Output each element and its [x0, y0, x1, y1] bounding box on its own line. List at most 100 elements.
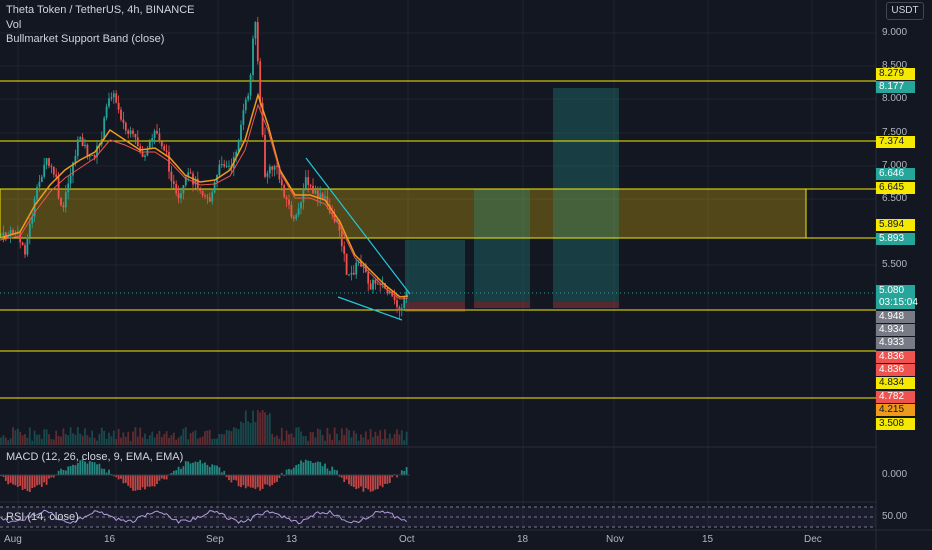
rsi-legend[interactable]: RSI (14, close): [6, 511, 79, 523]
candle-body: [283, 185, 286, 198]
volume-bar: [160, 437, 163, 445]
volume-bar: [333, 427, 336, 445]
macd-bar: [391, 475, 394, 478]
volume-bar: [292, 437, 295, 445]
support-band-legend[interactable]: Bullmarket Support Band (close): [6, 33, 165, 45]
volume-bar: [129, 440, 132, 445]
candle-body: [40, 176, 43, 182]
volume-bar: [276, 435, 278, 445]
volume-bar: [228, 430, 230, 445]
volume-bar: [192, 431, 194, 445]
macd-bar: [331, 466, 334, 476]
macd-bar: [379, 475, 382, 486]
macd-bar: [376, 475, 379, 490]
volume-bar: [158, 430, 161, 445]
volume-bar: [381, 439, 384, 445]
candle-body: [400, 308, 403, 311]
volume-bar: [84, 428, 86, 445]
volume-bar: [76, 427, 79, 445]
volume-bar: [386, 438, 389, 445]
macd-bar: [319, 462, 322, 476]
candle-body: [4, 232, 7, 238]
macd-bar: [405, 467, 408, 476]
volume-bar: [196, 438, 199, 445]
macd-bar: [374, 475, 377, 490]
volume-bar: [237, 429, 240, 445]
volume-bar: [74, 434, 77, 445]
candle-body: [242, 110, 245, 125]
volume-bar: [93, 437, 96, 445]
volume-bar: [297, 427, 300, 445]
countdown-tag: 03:15:04: [876, 297, 918, 309]
candle-body: [105, 106, 108, 118]
volume-bar: [376, 435, 379, 445]
macd-bar: [36, 475, 38, 486]
macd-bar: [16, 475, 19, 488]
macd-bar: [148, 475, 151, 487]
rsi-line: [0, 509, 407, 525]
candle-body: [211, 192, 214, 202]
volume-bar: [312, 432, 314, 445]
candle-body: [324, 196, 326, 199]
volume-bar: [244, 410, 247, 445]
volume-bar: [331, 439, 334, 445]
candlesticks: [0, 16, 408, 319]
volume-bar: [26, 437, 29, 445]
macd-bar: [276, 475, 278, 482]
candle-body: [69, 175, 72, 184]
candle-body: [326, 196, 329, 205]
volume-legend[interactable]: Vol: [6, 19, 22, 31]
macd-bar: [225, 475, 228, 478]
volume-bar: [343, 435, 346, 445]
volume-bar: [360, 434, 362, 445]
price-axis-label: 6.500: [882, 193, 908, 204]
volume-bar: [108, 432, 110, 445]
macd-bar: [12, 475, 14, 485]
candle-body: [170, 171, 173, 182]
macd-bar: [120, 475, 122, 479]
candle-body: [175, 183, 178, 194]
time-axis-label: Aug: [4, 534, 22, 545]
volume-bar: [249, 422, 252, 445]
volume-bar: [379, 430, 382, 445]
candle-body: [388, 291, 391, 294]
candle-body: [240, 124, 242, 140]
macd-bar: [345, 475, 348, 480]
candle-body: [225, 165, 228, 167]
macd-bar: [38, 475, 41, 485]
candle-body: [177, 193, 180, 199]
candle-body: [88, 155, 91, 157]
macd-bar: [134, 475, 137, 491]
candle-body: [304, 177, 307, 189]
volume-bar: [67, 435, 70, 445]
volume-bar: [362, 437, 365, 445]
volume-bar: [14, 430, 17, 445]
candle-body: [372, 279, 374, 290]
macd-bar: [357, 475, 360, 489]
volume-bar: [81, 435, 84, 445]
volume-bar: [33, 430, 36, 445]
volume-bar: [43, 429, 46, 445]
macd-bar: [170, 472, 173, 476]
macd-bar: [266, 475, 269, 485]
macd-bar: [256, 475, 259, 488]
chart-title[interactable]: Theta Token / TetherUS, 4h, BINANCE: [6, 4, 195, 16]
volume-bar: [223, 434, 226, 445]
currency-button[interactable]: USDT: [886, 2, 924, 20]
volume-bar: [91, 430, 94, 445]
macd-bar: [252, 475, 254, 488]
candle-body: [120, 109, 122, 120]
macd-bar: [196, 462, 199, 476]
candle-body: [55, 174, 58, 177]
candle-body: [367, 272, 370, 284]
volume-bar: [225, 429, 228, 445]
macd-bar: [386, 475, 389, 484]
volume-bar: [177, 437, 180, 445]
volume-bar: [247, 421, 250, 445]
candle-body: [316, 190, 319, 199]
macd-legend[interactable]: MACD (12, 26, close, 9, EMA, EMA): [6, 451, 184, 463]
candle-body: [300, 202, 302, 209]
candle-body: [108, 98, 110, 107]
candle-body: [28, 223, 31, 238]
